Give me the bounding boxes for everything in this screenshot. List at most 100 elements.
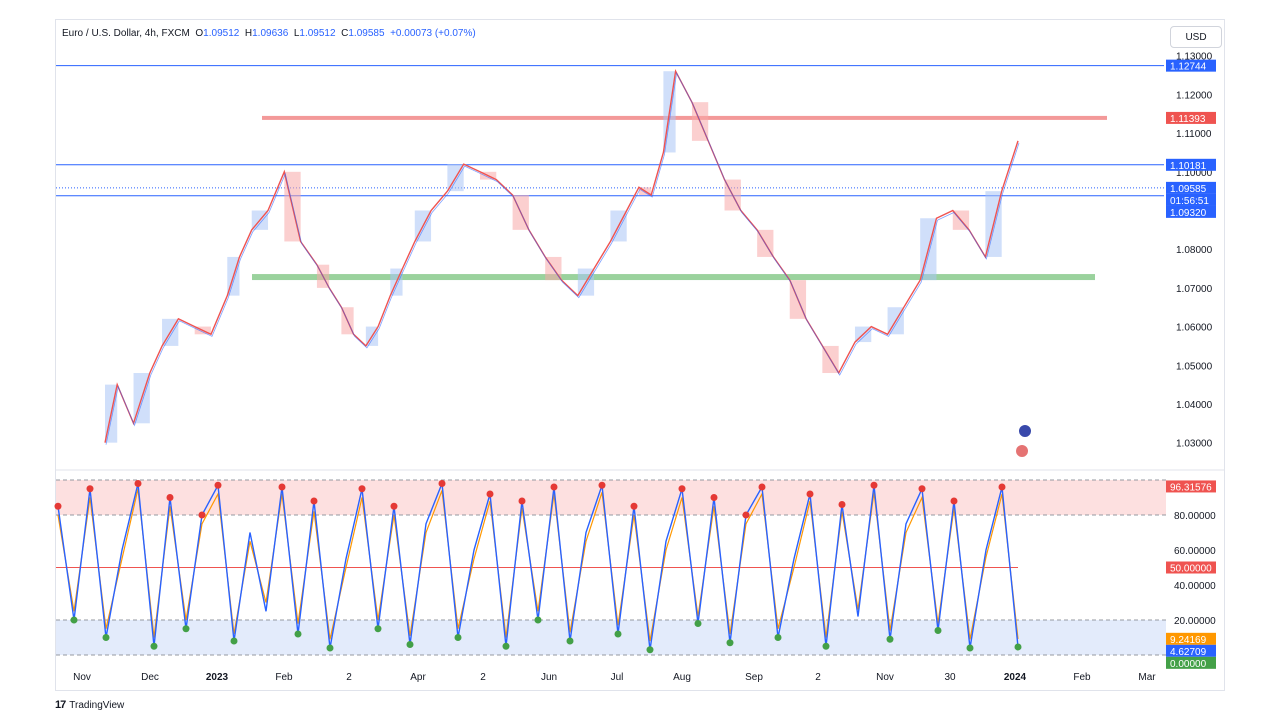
oscillator-tag [1166, 480, 1216, 493]
overbought-dot [742, 511, 750, 519]
change-value: +0.00073 (+0.07%) [390, 28, 476, 39]
time-axis-tick: 30 [944, 672, 956, 683]
overbought-dot [358, 485, 366, 493]
oversold-dot [374, 625, 382, 633]
time-axis-tick: 2 [480, 672, 486, 683]
oscillator-tag [1166, 644, 1216, 657]
oscillator-tag-label: 4.62709 [1170, 647, 1207, 658]
price-axis-tick: 1.10000 [1176, 168, 1213, 179]
oversold-dot [102, 634, 110, 641]
price-tag-label: 1.11393 [1170, 114, 1206, 125]
oversold-dot [294, 630, 302, 638]
oscillator-tag [1166, 656, 1216, 669]
overbought-dot [806, 490, 814, 498]
overbought-dot [438, 480, 446, 487]
time-axis-tick: Aug [673, 672, 691, 683]
close-value: 1.09585 [348, 28, 385, 39]
oversold-dot [1014, 643, 1022, 651]
overbought-dot [918, 485, 926, 493]
oversold-dot [886, 635, 894, 643]
oversold-dot [694, 620, 702, 627]
oversold-dot [230, 637, 238, 645]
oversold-dot [614, 630, 622, 638]
oscillator-tag [1166, 632, 1216, 645]
price-tag-label: 1.09585 [1170, 184, 1207, 195]
overbought-dot [550, 483, 558, 491]
overbought-dot [214, 481, 222, 489]
time-axis-tick: 2 [346, 672, 352, 683]
time-axis-tick: 2024 [1004, 672, 1027, 683]
oscillator-axis-tick: 80.00000 [1174, 511, 1216, 522]
oversold-dot [646, 646, 654, 654]
price-axis-tick: 1.08000 [1176, 245, 1213, 256]
price-tag-label: 1.10181 [1170, 161, 1207, 172]
countdown-label: 01:56:51 [1170, 196, 1209, 207]
overbought-dot [310, 497, 318, 505]
oversold-dot [934, 627, 942, 634]
overbought-dot [870, 481, 878, 489]
oscillator-tag-label: 0.00000 [1170, 659, 1207, 670]
time-axis-tick: 2 [815, 672, 821, 683]
price-axis-tick: 1.13000 [1176, 52, 1213, 63]
overbought-dot [630, 502, 638, 510]
price-tag-label: 1.12744 [1170, 62, 1207, 73]
oversold-dot [70, 616, 78, 624]
overbought-dot [86, 485, 94, 493]
symbol-title: Euro / U.S. Dollar, 4h, FXCM [62, 28, 190, 39]
time-axis-tick: 2023 [206, 672, 229, 683]
tradingview-mark-icon: 17 [55, 699, 66, 711]
oversold-dot [726, 639, 734, 647]
overbought-dot [278, 483, 286, 491]
time-axis-tick: Dec [141, 672, 159, 683]
overbought-band [56, 480, 1166, 515]
overbought-dot [838, 501, 846, 508]
chart-frame[interactable] [55, 19, 1225, 691]
us-event-icon [1014, 443, 1030, 459]
oversold-dot [326, 644, 334, 652]
price-axis-tick: 1.06000 [1176, 323, 1213, 334]
time-axis-tick: Nov [876, 672, 894, 683]
time-axis-tick: Sep [745, 672, 763, 683]
eu-event-icon [1017, 423, 1033, 439]
low-label: L [293, 28, 300, 39]
price-axis-tick: 1.03000 [1176, 439, 1213, 450]
oscillator-axis-tick: 20.00000 [1174, 616, 1216, 627]
oscillator-tag-label: 96.31576 [1170, 482, 1212, 493]
overbought-dot [486, 490, 494, 498]
time-axis-tick: Jul [611, 672, 624, 683]
time-axis-tick: Nov [73, 672, 91, 683]
overbought-dot [198, 511, 206, 519]
oversold-dot [822, 642, 830, 650]
oversold-dot [534, 616, 542, 624]
overbought-dot [998, 483, 1006, 491]
oversold-dot [406, 641, 414, 648]
tradingview-logo[interactable]: 17 TradingView [55, 699, 124, 711]
open-label: O [195, 28, 204, 39]
countdown-tag [1166, 193, 1216, 206]
overbought-dot [598, 481, 606, 489]
price-tag [1166, 158, 1216, 171]
overbought-dot [134, 480, 142, 487]
oversold-dot [966, 644, 974, 652]
low-value: 1.09512 [299, 28, 336, 39]
open-value: 1.09512 [203, 28, 240, 39]
overbought-dot [950, 497, 958, 505]
time-axis-tick: Jun [541, 672, 557, 683]
currency-button[interactable]: USD [1170, 26, 1222, 48]
overbought-dot [390, 502, 398, 510]
time-axis-tick: Feb [275, 672, 293, 683]
price-tag [1166, 181, 1216, 194]
resistance-zone [262, 115, 1107, 120]
price-tag [1166, 205, 1216, 218]
price-axis-tick: 1.07000 [1176, 284, 1213, 295]
price-axis-tick: 1.12000 [1176, 90, 1213, 101]
symbol-legend: Euro / U.S. Dollar, 4h, FXCM O1.09512 H1… [62, 28, 476, 39]
time-axis-tick: Feb [1073, 672, 1091, 683]
high-value: 1.09636 [252, 28, 289, 39]
oversold-dot [774, 634, 782, 641]
close-label: C [341, 28, 349, 39]
oversold-dot [150, 642, 158, 650]
oversold-dot [454, 634, 462, 641]
oscillator-axis-tick: 60.00000 [1174, 546, 1216, 557]
